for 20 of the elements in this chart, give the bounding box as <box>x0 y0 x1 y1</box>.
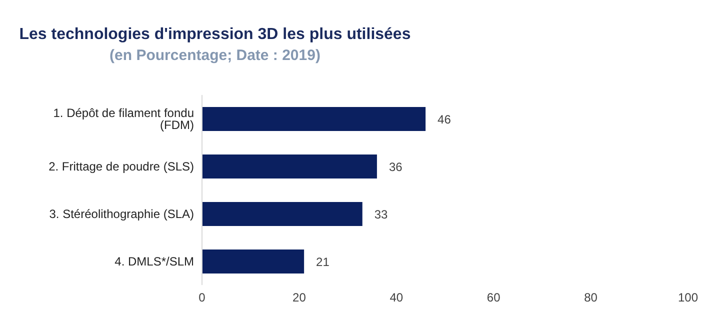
y-tick-label: 2. Frittage de poudre (SLS) <box>48 160 194 174</box>
x-tick-label: 0 <box>198 290 206 305</box>
x-tick-label: 80 <box>584 290 598 305</box>
y-tick-label: 1. Dépôt de filament fondu (FDM) <box>53 106 194 132</box>
bar <box>202 250 304 274</box>
bar <box>202 202 362 226</box>
y-tick-label: 3. Stéréolithographie (SLA) <box>49 207 194 222</box>
data-label: 36 <box>388 160 403 174</box>
x-tick-label: 20 <box>292 290 306 305</box>
bar <box>202 107 426 131</box>
x-tick-label: 60 <box>486 290 501 305</box>
x-tick-label: 40 <box>390 290 404 305</box>
data-label: 46 <box>438 112 452 126</box>
x-tick-label: 100 <box>678 290 698 305</box>
bar <box>202 154 377 178</box>
y-tick-label: 4. DMLS*/SLM <box>114 254 194 269</box>
data-label: 21 <box>316 254 330 269</box>
chart-subtitle: (en Pourcentage; Date : 2019) <box>108 47 322 64</box>
chart-title: Les technologies d'impression 3D les plus utilisées <box>18 26 412 44</box>
data-label: 33 <box>374 207 388 222</box>
